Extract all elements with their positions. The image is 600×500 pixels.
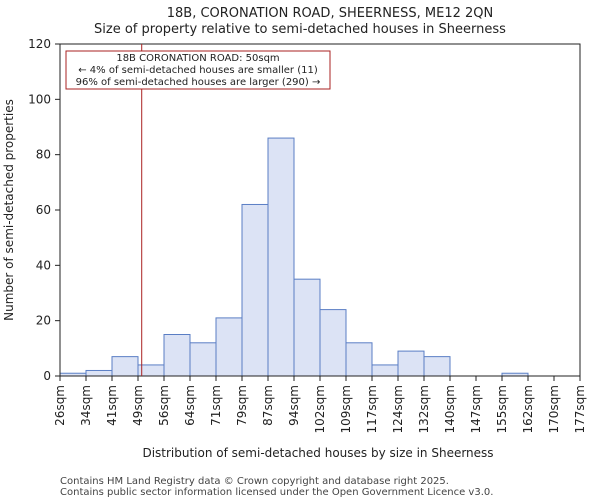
bar-79sqm	[241, 203, 269, 377]
bar-124sqm	[397, 350, 425, 377]
x-tick-label: 94sqm	[287, 385, 301, 426]
bar-34sqm	[85, 369, 113, 377]
bar-87sqm	[267, 137, 295, 377]
x-tick-label: 124sqm	[391, 385, 405, 433]
x-axis-label: Distribution of semi-detached houses by …	[142, 446, 493, 460]
x-tick-label: 102sqm	[313, 385, 327, 433]
x-tick-label: 79sqm	[235, 385, 249, 426]
footer-line-1: Contains HM Land Registry data © Crown c…	[60, 476, 449, 487]
x-tick-label: 162sqm	[521, 385, 535, 433]
y-tick-label: 80	[36, 148, 51, 162]
y-tick-label: 60	[36, 203, 51, 217]
bar-41sqm	[111, 356, 139, 377]
x-tick-label: 41sqm	[105, 385, 119, 426]
annotation-frame	[65, 50, 331, 90]
bar-102sqm	[319, 309, 347, 377]
footer-line-2: Contains public sector information licen…	[60, 487, 493, 498]
x-tick-label: 26sqm	[53, 385, 67, 426]
x-tick-label: 71sqm	[209, 385, 223, 426]
y-tick-label: 20	[36, 314, 51, 328]
y-tick-label: 120	[28, 37, 51, 51]
plot-frame	[59, 43, 581, 377]
y-tick-label: 40	[36, 258, 51, 272]
x-tick-label: 49sqm	[131, 385, 145, 426]
x-tick-label: 140sqm	[443, 385, 457, 433]
annotation-box: 18B CORONATION ROAD: 50sqm ← 4% of semi-…	[65, 50, 331, 90]
x-axis-ticks: 26sqm 34sqm 41sqm 49sqm 56sqm 64sqm 71sqm 79sqm…	[53, 376, 587, 433]
bar-56sqm	[163, 334, 191, 377]
x-tick-label: 155sqm	[495, 385, 509, 433]
chart-subtitle: Size of property relative to semi-detach…	[94, 22, 506, 37]
x-tick-label: 64sqm	[183, 385, 197, 426]
x-tick-label: 147sqm	[469, 385, 483, 433]
y-axis-ticks: 0 20 40 60 80 100 120	[28, 37, 60, 383]
x-tick-label: 117sqm	[365, 385, 379, 433]
bar-94sqm	[293, 278, 321, 377]
x-tick-label: 34sqm	[79, 385, 93, 426]
x-tick-label: 132sqm	[417, 385, 431, 433]
bar-109sqm	[345, 342, 373, 377]
x-tick-label: 170sqm	[547, 385, 561, 433]
bar-71sqm	[215, 317, 243, 377]
annotation-line-1: 18B CORONATION ROAD: 50sqm	[116, 53, 279, 64]
annotation-line-2: ← 4% of semi-detached houses are smaller…	[78, 65, 318, 76]
x-tick-label: 109sqm	[339, 385, 353, 433]
y-tick-label: 100	[28, 92, 51, 106]
bar-64sqm	[189, 342, 217, 377]
annotation-line-3: 96% of semi-detached houses are larger (…	[76, 77, 321, 88]
x-tick-label: 87sqm	[261, 385, 275, 426]
y-tick-label: 0	[43, 369, 51, 383]
x-tick-label: 177sqm	[573, 385, 587, 433]
chart-title: 18B, CORONATION ROAD, SHEERNESS, ME12 2Q…	[167, 6, 494, 21]
bars-group	[59, 137, 529, 377]
bar-117sqm	[371, 364, 399, 377]
y-axis-label: Number of semi-detached properties	[2, 99, 16, 321]
bar-132sqm	[423, 356, 451, 377]
x-tick-label: 56sqm	[157, 385, 171, 426]
